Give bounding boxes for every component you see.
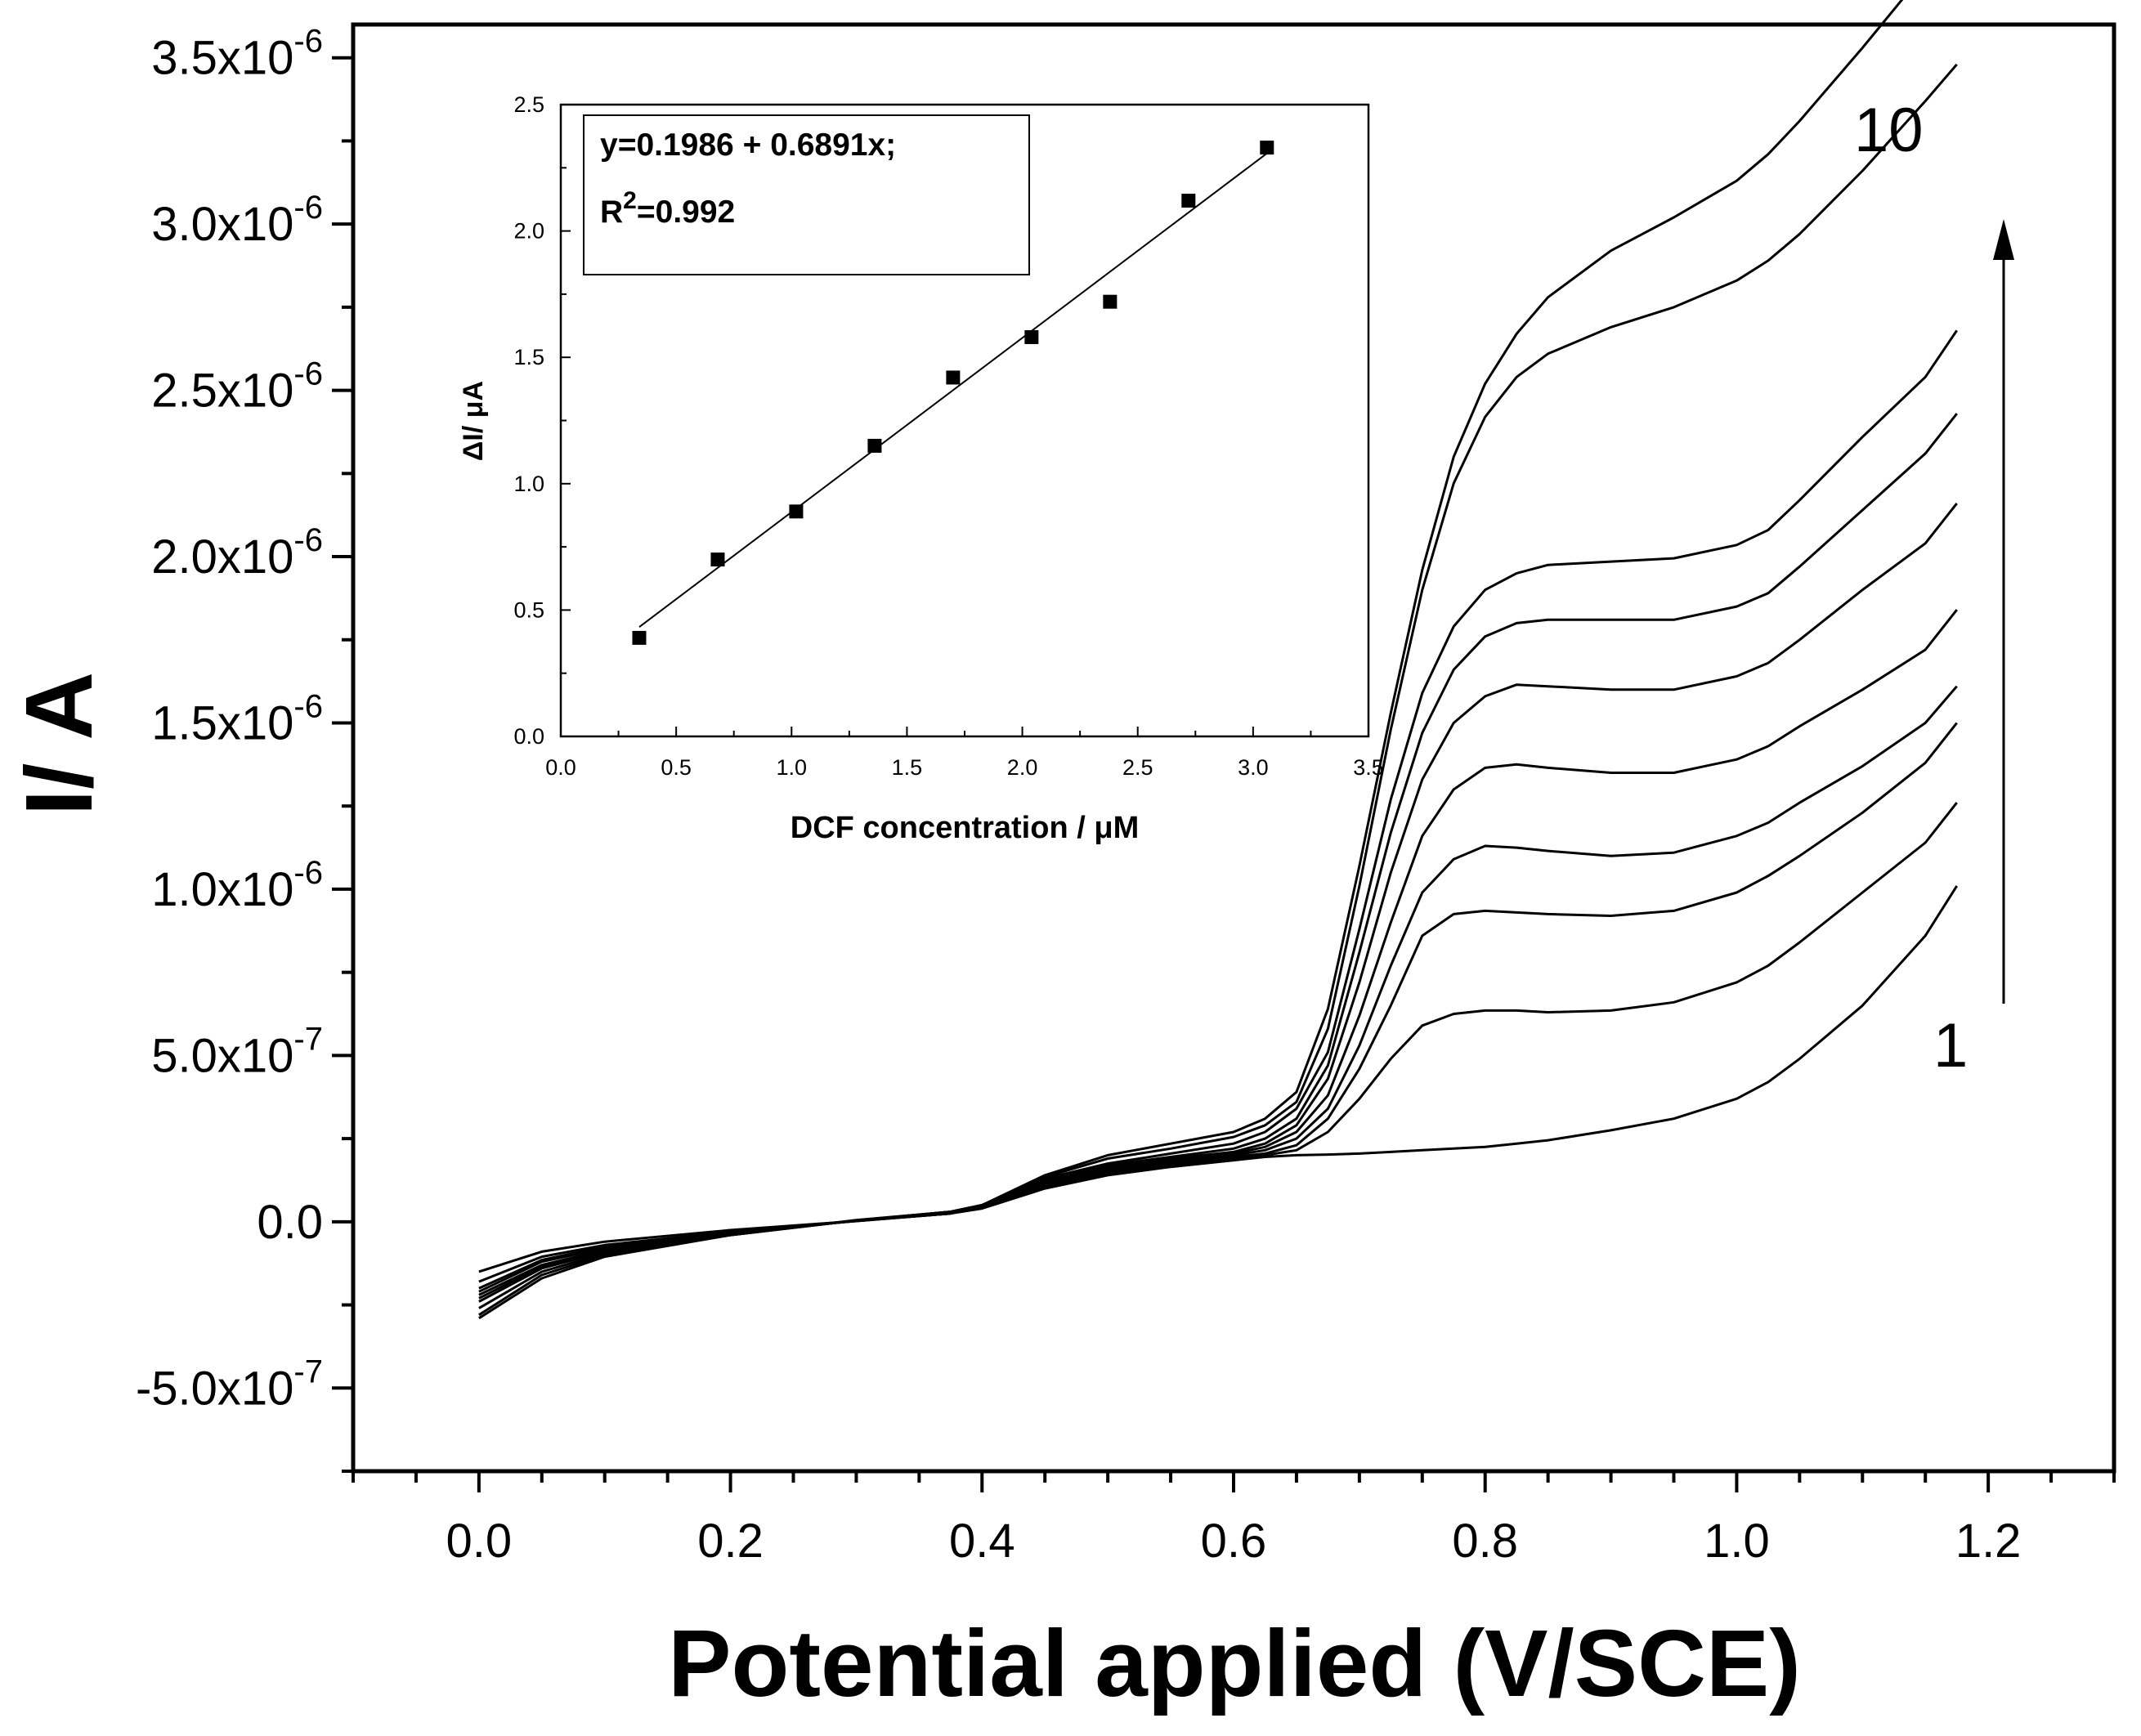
- y-tick-mantissa: 2.5x10: [151, 365, 293, 418]
- fit-r-squared: R2=0.992: [600, 187, 735, 230]
- y-tick-exponent: -6: [293, 855, 323, 891]
- y-tick-mantissa: -5.0x10: [136, 1362, 293, 1415]
- y-tick-mantissa: 3.5x10: [151, 32, 293, 85]
- series-line-6: [478, 502, 1958, 1300]
- curve-label-1: 1: [1933, 1011, 1968, 1081]
- increase-arrow-head-icon: [1993, 219, 2014, 260]
- y-tick-label: 2.5x10-6: [151, 356, 323, 418]
- r2-value: =0.992: [637, 195, 735, 230]
- y-tick-exponent: -7: [293, 1021, 323, 1057]
- y-tick-label: 1.0x10-6: [151, 855, 323, 916]
- inset-x-tick-label: 2.0: [1007, 755, 1038, 780]
- y-tick-exponent: -6: [293, 190, 323, 226]
- r2-exponent: 2: [623, 187, 637, 214]
- y-tick-label: 3.0x10-6: [151, 190, 323, 251]
- inset-data-point: [1260, 141, 1274, 155]
- x-tick-label: 0.4: [949, 1515, 1015, 1568]
- fit-equation: y=0.1986 + 0.6891x;: [600, 128, 896, 163]
- main-y-axis-title: I/ A: [6, 672, 112, 816]
- inset-y-tick-label: 0.5: [513, 597, 544, 622]
- inset-data-point: [632, 630, 647, 645]
- x-tick-label: 0.8: [1452, 1515, 1518, 1568]
- inset-data-point: [1024, 329, 1039, 344]
- inset-data-point: [789, 504, 804, 519]
- y-tick-label: -5.0x10-7: [136, 1353, 323, 1415]
- equation-box: [583, 114, 1030, 275]
- y-tick-label: 1.5x10-6: [151, 688, 323, 749]
- x-tick-label: 0.0: [446, 1515, 513, 1568]
- inset-y-tick-labels: 0.0 0.5 1.0 1.5 2.0 2.5: [513, 92, 544, 749]
- main-x-tick-labels: 0.0 0.2 0.4 0.6 0.8 1.0 1.2: [446, 1515, 2022, 1568]
- inset-y-tick-label: 1.5: [513, 345, 544, 369]
- r2-prefix: R: [600, 195, 623, 230]
- y-tick-label: 0.0: [257, 1196, 323, 1249]
- y-tick-exponent: -6: [293, 688, 323, 724]
- y-tick-mantissa: 2.0x10: [151, 530, 293, 584]
- main-series-group: [478, 0, 1958, 1320]
- inset-x-tick-label: 0.5: [661, 755, 692, 780]
- inset-x-tick-label: 3.0: [1238, 755, 1269, 780]
- inset-data-point: [710, 553, 725, 567]
- x-tick-label: 1.2: [1955, 1515, 2022, 1568]
- inset-y-tick-label: 0.0: [513, 724, 544, 749]
- y-tick-mantissa: 1.5x10: [151, 696, 293, 749]
- main-x-axis-title: Potential applied (V/SCE): [668, 1610, 1801, 1716]
- y-tick-mantissa: 3.0x10: [151, 198, 293, 251]
- inset-x-tick-label: 1.5: [892, 755, 923, 780]
- inset-data-points: [632, 141, 1274, 645]
- inset-x-tick-label: 0.0: [545, 755, 576, 780]
- x-tick-label: 0.2: [697, 1515, 764, 1568]
- inset-data-point: [867, 438, 882, 453]
- x-tick-label: 0.6: [1201, 1515, 1267, 1568]
- inset-y-tick-label: 2.5: [513, 92, 544, 117]
- inset-data-point: [1181, 193, 1196, 208]
- y-tick-exponent: -6: [293, 522, 323, 558]
- y-tick-mantissa: 0.0: [257, 1196, 323, 1249]
- y-tick-label: 3.5x10-6: [151, 24, 323, 85]
- inset-x-tick-label: 1.0: [777, 755, 808, 780]
- inset-x-tick-label: 2.5: [1122, 755, 1153, 780]
- inset-y-tick-label: 2.0: [513, 219, 544, 244]
- inset-data-point: [1103, 294, 1118, 309]
- inset-fit-line: [638, 152, 1268, 628]
- y-tick-label: 5.0x10-7: [151, 1021, 323, 1082]
- inset-y-axis-title: ΔI/ μA: [458, 381, 489, 461]
- inset-x-axis-title: DCF concentration / μM: [791, 811, 1139, 845]
- inset-y-tick-label: 1.0: [513, 472, 544, 496]
- inset-x-tick-labels: 0.0 0.5 1.0 1.5 2.0 2.5 3.0 3.5: [545, 755, 1384, 780]
- inset-x-tick-label: 3.5: [1353, 755, 1384, 780]
- series-line-10: [478, 0, 1904, 1320]
- main-axis-ticks: [332, 56, 2116, 1492]
- x-tick-label: 1.0: [1704, 1515, 1770, 1568]
- main-y-tick-labels: -5.0x10-70.05.0x10-71.0x10-61.5x10-62.0x…: [136, 24, 323, 1416]
- y-tick-mantissa: 1.0x10: [151, 863, 293, 916]
- inset-plot-frame: [559, 103, 1370, 738]
- curve-label-10: 10: [1854, 96, 1924, 165]
- inset-data-point: [946, 370, 961, 385]
- y-tick-mantissa: 5.0x10: [151, 1029, 293, 1082]
- y-tick-exponent: -7: [293, 1353, 323, 1389]
- y-tick-label: 2.0x10-6: [151, 522, 323, 584]
- y-tick-exponent: -6: [293, 24, 323, 60]
- y-tick-exponent: -6: [293, 356, 323, 392]
